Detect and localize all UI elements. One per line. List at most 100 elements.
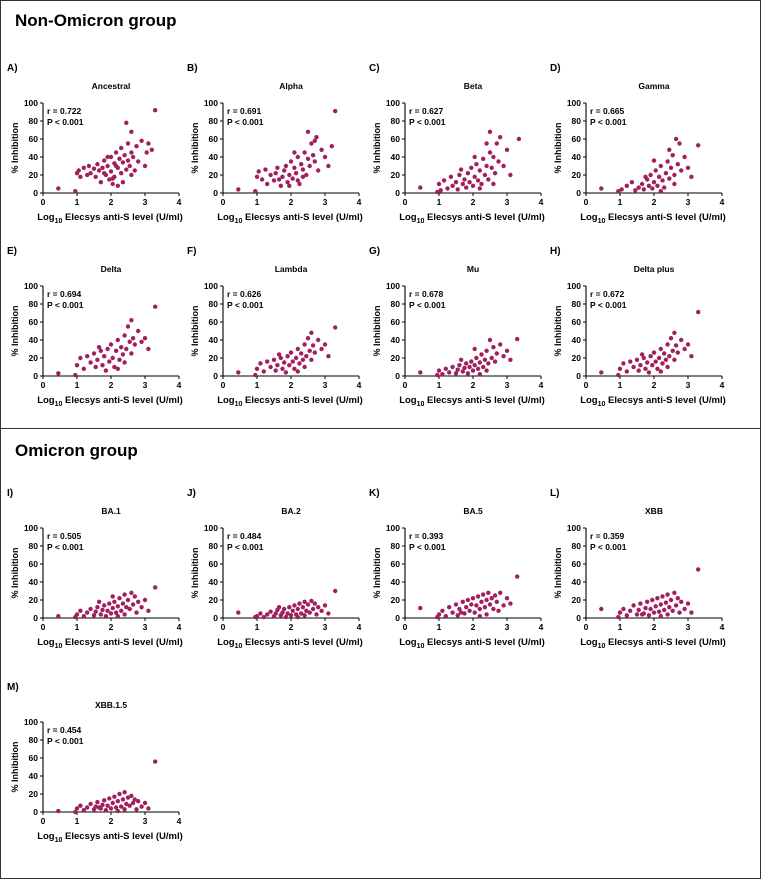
- panel-letter: B): [187, 63, 198, 74]
- y-tick-label: 80: [572, 299, 582, 309]
- x-axis-label-log: Log: [37, 395, 55, 406]
- data-point: [304, 608, 309, 613]
- y-tick-label: 60: [572, 559, 582, 569]
- data-point: [682, 606, 687, 612]
- x-axis-label-log: Log: [217, 637, 235, 648]
- data-point: [487, 602, 493, 607]
- data-point: [302, 342, 307, 347]
- data-point: [282, 606, 287, 612]
- scatter-plot-f: F) Lambda 0 20 40 60 80 100 0 1 2 3 4 % Inhibition Log…: [187, 246, 363, 408]
- data-point: [302, 613, 307, 618]
- data-point: [282, 360, 287, 365]
- p-value-label: P < 0.001: [227, 117, 264, 127]
- data-point: [333, 108, 338, 114]
- panel-k: K) BA.5 0 20 40 60 80 100 0 1 2 3 4% Inhibition Log10…: [369, 484, 583, 659]
- data-point: [115, 799, 121, 804]
- data-point: [261, 614, 266, 620]
- data-point: [98, 180, 104, 185]
- data-point: [418, 370, 423, 375]
- data-point: [119, 171, 124, 176]
- data-point: [450, 364, 455, 370]
- data-point: [477, 360, 482, 365]
- data-point: [464, 185, 469, 190]
- x-tick-label: 3: [686, 197, 691, 207]
- data-point: [300, 605, 306, 610]
- data-point: [633, 188, 638, 193]
- data-point: [142, 336, 148, 341]
- data-point: [120, 601, 126, 606]
- data-point: [667, 605, 672, 610]
- data-point: [310, 606, 316, 612]
- x-tick-label: 1: [255, 380, 260, 390]
- data-point: [108, 169, 114, 174]
- data-point: [273, 368, 278, 373]
- data-point: [129, 351, 134, 356]
- data-point: [103, 614, 109, 619]
- data-point: [460, 369, 465, 374]
- data-point: [487, 337, 493, 343]
- x-axis-label-log: Log: [37, 212, 55, 223]
- data-point: [103, 368, 109, 373]
- x-axis-label: Log10 Elecsys anti-S level (U/ml): [399, 637, 545, 650]
- data-point: [105, 163, 110, 169]
- data-point: [636, 368, 641, 373]
- data-point: [283, 370, 289, 375]
- data-point: [458, 357, 464, 362]
- data-point: [312, 159, 317, 164]
- data-point: [501, 603, 506, 608]
- x-axis-label-text: Elecsys anti-S level (U/ml): [424, 395, 544, 406]
- x-axis-label-text: Elecsys anti-S level (U/ml): [62, 831, 182, 842]
- scatter-plot-h: H) Delta plus 0 20 40 60 80 100 0 1 2 3 4 % Inhibitio…: [550, 246, 726, 408]
- data-point: [108, 806, 114, 811]
- panel-d: D) Gamma 0 20 40 60 80 100 0 1 2 3 4 % Inhibition Log1…: [550, 59, 761, 234]
- data-point: [85, 172, 90, 178]
- data-point: [621, 606, 626, 612]
- data-point: [458, 610, 464, 615]
- data-point: [86, 163, 92, 169]
- data-point: [656, 174, 662, 179]
- data-point: [309, 330, 314, 335]
- x-tick-label: 1: [75, 197, 80, 207]
- data-point: [74, 806, 80, 811]
- x-tick-label: 1: [255, 197, 260, 207]
- x-tick-label: 1: [618, 380, 623, 390]
- x-tick-label: 3: [143, 380, 148, 390]
- data-point: [265, 612, 270, 617]
- data-point: [113, 805, 119, 810]
- data-point: [278, 355, 283, 361]
- data-point: [448, 174, 454, 179]
- data-point: [130, 336, 136, 341]
- data-point: [74, 363, 80, 368]
- data-point: [76, 168, 81, 173]
- data-point: [236, 610, 241, 615]
- data-point: [280, 610, 285, 615]
- data-point: [259, 177, 265, 182]
- data-point: [314, 135, 319, 140]
- data-point: [469, 359, 474, 364]
- data-point: [124, 120, 129, 125]
- data-point: [487, 150, 493, 155]
- data-point: [689, 354, 694, 359]
- data-point: [486, 361, 491, 366]
- data-point: [314, 612, 319, 617]
- data-point: [113, 150, 119, 155]
- x-axis-label-text: Elecsys anti-S level (U/ml): [242, 637, 362, 648]
- data-point: [125, 324, 131, 329]
- data-point: [465, 371, 471, 376]
- panel-a: A) Ancestral 0 20 40 60 80 100 0 1 2 3 4% Inhibition…: [7, 59, 221, 234]
- y-tick-label: 40: [29, 771, 39, 781]
- p-value-label: P < 0.001: [590, 542, 627, 552]
- data-point: [475, 178, 481, 183]
- panel-letter: I): [7, 488, 13, 499]
- y-tick-label: 0: [213, 371, 218, 381]
- x-tick-label: 1: [618, 197, 623, 207]
- panel-letter: A): [7, 63, 18, 74]
- x-axis-label-text: Elecsys anti-S level (U/ml): [62, 212, 182, 223]
- data-point: [634, 357, 640, 362]
- y-tick-label: 20: [209, 170, 219, 180]
- data-point: [273, 171, 278, 176]
- data-point: [631, 364, 636, 370]
- y-tick-label: 20: [391, 170, 401, 180]
- data-point: [496, 608, 501, 613]
- data-point: [641, 355, 646, 361]
